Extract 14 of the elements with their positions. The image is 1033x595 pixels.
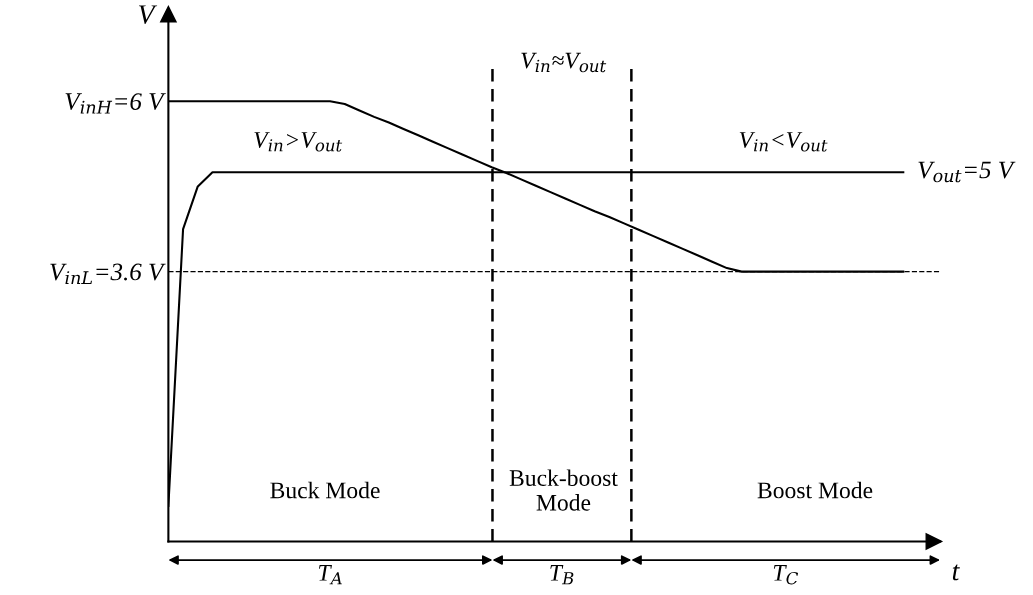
annotation: Buck-boost Mode: [509, 469, 618, 511]
text: T$_{A}$: [318, 565, 342, 585]
text: T$_{B}$: [550, 565, 574, 585]
x-axis-title: t: [952, 564, 960, 581]
series-label: V$_{out}$=5 V: [918, 161, 1016, 183]
annotation: V$_{in}$>V$_{out}$: [254, 132, 343, 152]
annotation: Buck Mode: [270, 481, 380, 499]
y-axis-title: V: [138, 5, 158, 25]
annotation: V$_{in}$<V$_{out}$: [739, 132, 828, 152]
y-tick-label: V$_{inL}$=3.6 V: [50, 263, 166, 285]
text: T$_{C}$: [773, 565, 799, 585]
annotation: Boost Mode: [757, 481, 873, 499]
y-tick-label: V$_{inH}$=6 V: [65, 93, 166, 114]
annotation: V$_{in}$≈V$_{out}$: [521, 52, 607, 73]
